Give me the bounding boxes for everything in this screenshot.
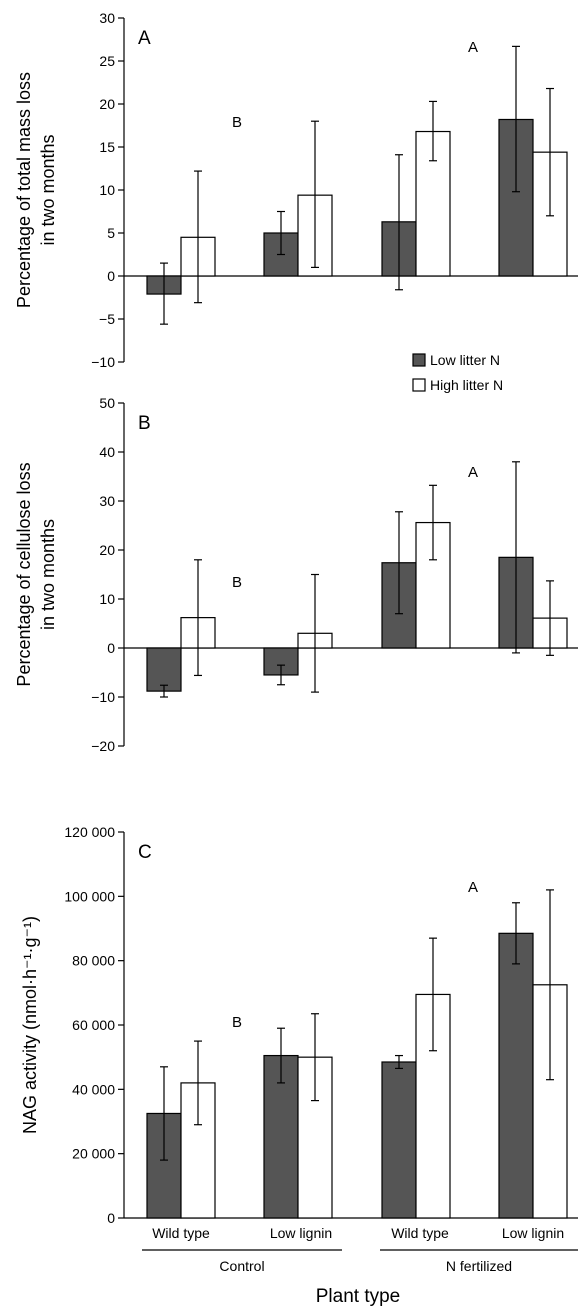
panel-C: 0 20 000 40 000 60 000 80 000 100 000 120 000 C… — [20, 824, 578, 1226]
bar-low-n — [498, 932, 534, 1219]
y-tick-label: 30 — [99, 10, 115, 26]
y-tick-label: 0 — [107, 1210, 115, 1226]
x-axis-labels: Wild type Low lignin Wild type Low ligni… — [142, 1225, 578, 1307]
y-tick-label: 60 000 — [72, 1017, 115, 1033]
y-axis-title: Percentage of cellulose loss in two month… — [14, 462, 58, 686]
panel-B: −20 −10 0 10 20 30 40 50 B B A Percentage of cellul… — [14, 395, 578, 754]
y-tick-label: 50 — [99, 395, 115, 411]
legend-swatch-low-n — [412, 353, 426, 367]
bar-low-n — [146, 647, 182, 692]
legend: Low litter N High litter N — [412, 352, 503, 393]
y-tick-label: 15 — [99, 139, 115, 155]
y-axis-title-line: in two months — [38, 519, 58, 630]
bar-low-n — [381, 1061, 417, 1219]
x-tick-label: Wild type — [152, 1225, 210, 1241]
panel-A: −10 −5 0 5 10 15 20 25 30 A B A Percentage of total … — [14, 10, 578, 370]
y-tick-label: 5 — [107, 225, 115, 241]
y-tick-label: 100 000 — [64, 888, 115, 904]
legend-label-high-n: High litter N — [430, 377, 503, 393]
significance-letter: B — [232, 574, 242, 591]
y-tick-label: 40 — [99, 444, 115, 460]
y-tick-label: −10 — [91, 689, 115, 705]
x-axis-title: Plant type — [316, 1286, 401, 1307]
significance-letter: B — [232, 1014, 242, 1031]
y-axis-title-line: Percentage of cellulose loss — [14, 462, 34, 686]
y-tick-label: −10 — [91, 354, 115, 370]
significance-letter: B — [232, 114, 242, 131]
y-tick-label: −20 — [91, 738, 115, 754]
legend-label-low-n: Low litter N — [430, 352, 500, 368]
x-tick-label: Low lignin — [502, 1225, 564, 1241]
y-tick-label: 25 — [99, 53, 115, 69]
y-tick-label: 10 — [99, 182, 115, 198]
significance-letter: A — [468, 464, 478, 481]
significance-letter: A — [468, 39, 478, 56]
y-axis-title: NAG activity (nmol·h⁻¹·g⁻¹) — [20, 916, 40, 1134]
y-tick-label: 20 — [99, 542, 115, 558]
group-label-n-fertilized: N fertilized — [446, 1258, 512, 1274]
y-axis-title-line: NAG activity (nmol·h⁻¹·g⁻¹) — [20, 916, 40, 1134]
y-tick-label: 40 000 — [72, 1081, 115, 1097]
y-axis-title: Percentage of total mass loss in two mont… — [14, 72, 58, 308]
y-axis-title-line: in two months — [38, 134, 58, 245]
x-tick-label: Wild type — [391, 1225, 449, 1241]
y-axis-title-line: Percentage of total mass loss — [14, 72, 34, 308]
legend-swatch-high-n — [412, 378, 426, 392]
y-tick-label: −5 — [99, 311, 115, 327]
panel-label: C — [138, 842, 152, 863]
significance-letter: A — [468, 879, 478, 896]
y-tick-label: 20 000 — [72, 1146, 115, 1162]
y-tick-label: 80 000 — [72, 953, 115, 969]
y-tick-label: 10 — [99, 591, 115, 607]
y-tick-label: 30 — [99, 493, 115, 509]
panel-label: B — [138, 413, 151, 434]
y-tick-label: 0 — [107, 268, 115, 284]
y-tick-label: 0 — [107, 640, 115, 656]
x-tick-label: Low lignin — [270, 1225, 332, 1241]
group-label-control: Control — [219, 1258, 264, 1274]
y-tick-label: 20 — [99, 96, 115, 112]
y-tick-label: 120 000 — [64, 824, 115, 840]
panel-label: A — [138, 28, 151, 49]
